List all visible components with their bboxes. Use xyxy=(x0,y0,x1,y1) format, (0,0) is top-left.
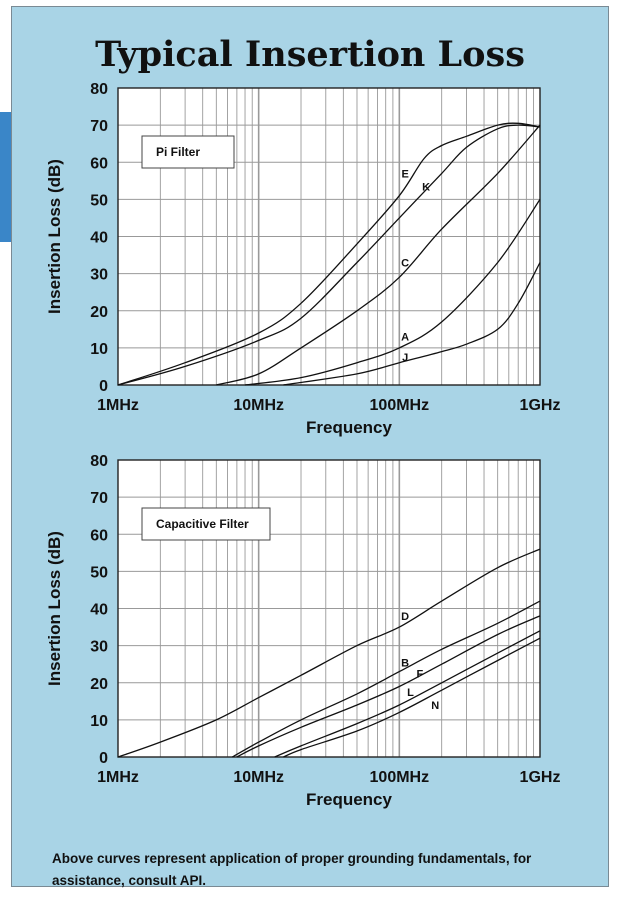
curve-label-J: J xyxy=(402,352,408,364)
curve-label-D: D xyxy=(401,611,409,623)
y-tick-label: 30 xyxy=(90,639,108,656)
series-line-D xyxy=(117,548,541,758)
series-line-L xyxy=(274,630,541,758)
y-tick-label: 50 xyxy=(90,564,108,581)
curve-label-A: A xyxy=(401,332,409,344)
series-line-N xyxy=(283,637,541,758)
y-tick-label: 0 xyxy=(99,750,108,767)
y-tick-label: 40 xyxy=(90,230,108,247)
y-tick-label: 80 xyxy=(90,81,108,98)
x-tick-label: 1MHz xyxy=(97,397,139,414)
x-tick-label: 10MHz xyxy=(233,397,284,414)
y-tick-label: 0 xyxy=(99,378,108,395)
y-tick-label: 40 xyxy=(90,602,108,619)
y-tick-label: 10 xyxy=(90,713,108,730)
curve-label-C: C xyxy=(401,257,409,269)
series-line-J xyxy=(283,262,541,386)
curve-label-N: N xyxy=(431,700,439,712)
y-tick-label: 50 xyxy=(90,192,108,209)
y-tick-label: 60 xyxy=(90,155,108,172)
plot-frame xyxy=(117,87,541,386)
series-line-E xyxy=(117,122,541,386)
curve-label-L: L xyxy=(407,687,414,699)
page-title: Typical Insertion Loss xyxy=(95,34,525,75)
y-tick-label: 10 xyxy=(90,341,108,358)
curve-label-K: K xyxy=(422,181,430,193)
y-tick-label: 70 xyxy=(90,490,108,507)
curve-label-F: F xyxy=(417,668,424,680)
series-line-B xyxy=(231,600,541,758)
grid xyxy=(118,460,540,757)
plot-frame xyxy=(117,459,541,758)
legend-label: Pi Filter xyxy=(156,145,200,159)
curve-label-B: B xyxy=(401,657,409,669)
x-tick-label: 1GHz xyxy=(520,769,561,786)
y-tick-label: 80 xyxy=(90,453,108,470)
x-tick-label: 10MHz xyxy=(233,769,284,786)
x-tick-label: 100MHz xyxy=(370,769,430,786)
y-axis-title: Insertion Loss (dB) xyxy=(45,159,64,314)
series-line-C xyxy=(216,124,541,386)
x-tick-label: 1MHz xyxy=(97,769,139,786)
legend-label: Capacitive Filter xyxy=(156,517,249,531)
legend-box xyxy=(141,507,271,541)
pi-filter-chart: 0 10 20 30 40 50 60 70 80 1MHz 10MHz 100MHz 1GHz Freq… xyxy=(45,81,561,437)
x-axis-title: Frequency xyxy=(306,418,393,437)
series-line-A xyxy=(244,199,541,386)
y-tick-label: 20 xyxy=(90,676,108,693)
x-tick-label: 100MHz xyxy=(370,397,430,414)
capacitive-filter-chart: 0 10 20 30 40 50 60 70 80 1MHz 10MHz 100MHz 1GHz Freq… xyxy=(45,453,561,809)
y-tick-label: 20 xyxy=(90,304,108,321)
y-tick-label: 70 xyxy=(90,118,108,135)
footnote: Above curves represent application of pr… xyxy=(52,851,532,888)
series-line-K xyxy=(117,124,541,386)
legend-box xyxy=(141,135,235,169)
y-tick-label: 30 xyxy=(90,267,108,284)
x-tick-label: 1GHz xyxy=(520,397,561,414)
series-line-F xyxy=(236,615,541,758)
x-axis-title: Frequency xyxy=(306,790,393,809)
curve-label-E: E xyxy=(401,168,408,180)
edge-tab xyxy=(0,112,12,242)
y-tick-label: 60 xyxy=(90,527,108,544)
y-axis-title: Insertion Loss (dB) xyxy=(45,531,64,686)
